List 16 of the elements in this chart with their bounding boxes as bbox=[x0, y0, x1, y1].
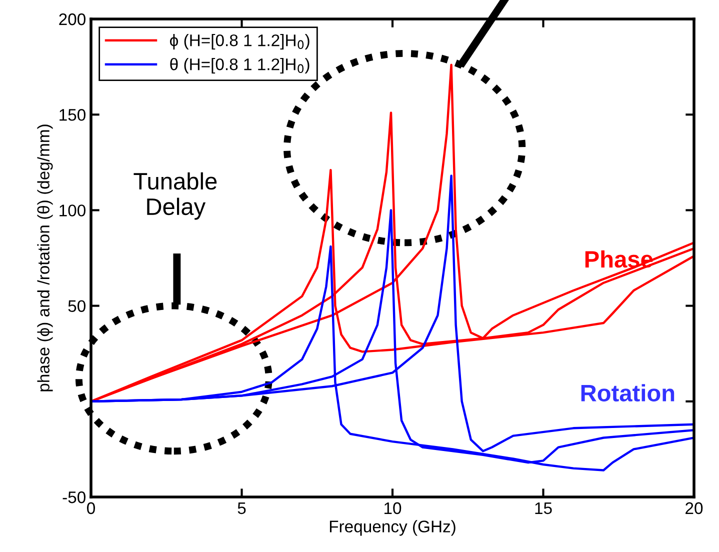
x-axis-title: Frequency (GHz) bbox=[330, 520, 456, 536]
y-tick-label: -50 bbox=[62, 491, 86, 504]
legend-label: ϕ (H=[0.8 1 1.2]H$_{0}$) bbox=[170, 34, 310, 50]
annotation: Tunable Delay bbox=[134, 172, 217, 220]
x-tick-label: 15 bbox=[535, 502, 552, 514]
y-tick-label: 50 bbox=[68, 300, 86, 312]
y-tick-label: 150 bbox=[60, 109, 86, 121]
x-tick-label: 0 bbox=[87, 502, 95, 514]
y-axis-title: phase (ϕ) and /rotation (θ) (deg/mm) bbox=[37, 124, 53, 392]
y-tick-label: 100 bbox=[60, 204, 86, 216]
x-tick-label: 5 bbox=[238, 502, 246, 514]
x-tick-label: 20 bbox=[686, 502, 703, 514]
x-tick-label: 10 bbox=[384, 502, 402, 514]
annotation: Rotation bbox=[581, 384, 674, 402]
legend-label: θ (H=[0.8 1 1.2]H$_{0}$) bbox=[170, 58, 310, 74]
y-tick-label: 200 bbox=[59, 13, 86, 26]
